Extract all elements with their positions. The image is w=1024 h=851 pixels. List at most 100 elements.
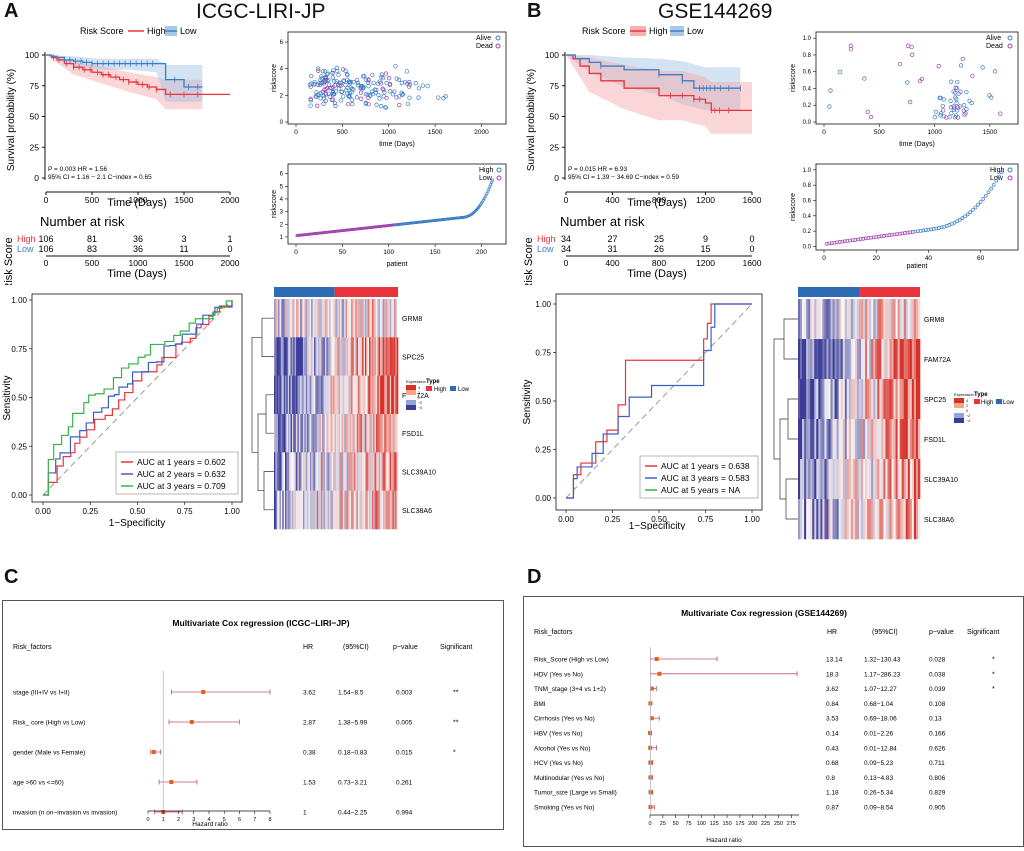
- km-a-legend-high: High: [147, 26, 166, 36]
- heatmap-cell: [286, 299, 289, 338]
- heatmap-cell: [345, 414, 348, 453]
- heatmap-cell: [304, 299, 306, 338]
- heatmap-cell: [298, 452, 301, 491]
- heatmap-cell: [287, 452, 290, 491]
- heatmap-cell: [879, 339, 882, 380]
- heatmap-a-legend-low: Low: [458, 387, 470, 393]
- heatmap-cell: [278, 337, 280, 376]
- heatmap-cell: [330, 452, 333, 491]
- heatmap-cell: [871, 299, 874, 340]
- heatmap-cell: [850, 499, 854, 540]
- heatmap-cell: [289, 299, 291, 338]
- heatmap-cell: [276, 337, 279, 376]
- forest-c-title: Multivariate Cox regression (ICGC−LIRI−J…: [172, 618, 349, 628]
- rank-point: [840, 239, 845, 244]
- heatmap-cell: [297, 337, 300, 376]
- rank-b-xlabel: patient: [906, 263, 927, 270]
- roc-a-legend-box: [115, 451, 239, 495]
- heatmap-cell: [903, 379, 907, 420]
- heatmap-cell: [844, 459, 848, 500]
- ci-value: 1.54−8.5: [338, 690, 364, 697]
- heatmap-cell: [388, 490, 391, 530]
- scatter-point: [954, 108, 960, 113]
- heatmap-cell: [311, 452, 313, 491]
- scatter-point: [312, 81, 317, 87]
- heatmap-cell: [363, 490, 366, 530]
- x-tick-label: 150: [430, 249, 441, 256]
- risk-low-count: 0: [227, 244, 232, 254]
- factor-label: Smoking (Yes vs No): [534, 805, 594, 812]
- x-tick-label: 0.00: [558, 515, 574, 524]
- heatmap-cell: [297, 299, 300, 338]
- x-tick-label: 1: [162, 817, 165, 823]
- scatter-point: [334, 79, 339, 84]
- forest-box-c: Multivariate Cox regression (ICGC−LIRI−J…: [2, 600, 504, 830]
- heatmap-cell: [294, 414, 297, 453]
- heatmap-cell: [359, 299, 362, 338]
- heatmap-cell: [812, 339, 815, 380]
- heatmap-cell: [360, 375, 363, 415]
- heatmap-cell: [814, 419, 817, 460]
- heatmap-cell: [381, 375, 384, 415]
- rank-b-frame: [815, 163, 1019, 251]
- y-tick-label: 0.4: [803, 214, 812, 220]
- heatmap-cell: [353, 490, 356, 530]
- heatmap-cell: [907, 299, 911, 340]
- heatmap-cell: [915, 339, 919, 380]
- risk-low-count: 15: [700, 244, 710, 254]
- type-bar-low: [798, 287, 859, 297]
- heatmap-cell: [367, 452, 370, 491]
- heatmap-cell: [395, 299, 397, 338]
- heatmap-cell: [338, 490, 341, 530]
- forest-d-axis: 0 25 50 75 100 125 150 175 200 225 250 275: [648, 647, 799, 827]
- forest-c-header-ci: (95%CI): [343, 644, 369, 651]
- heatmap-cell: [330, 490, 333, 530]
- heatmap-cell: [366, 452, 368, 491]
- scatter-point: [358, 90, 364, 95]
- heatmap-cell: [909, 499, 913, 540]
- scatter-point: [932, 115, 937, 120]
- heatmap-cell: [875, 379, 878, 420]
- heatmap-cell: [370, 452, 373, 491]
- heatmap-cell: [381, 299, 384, 338]
- heatmap-cell: [887, 499, 890, 540]
- scatter-point: [338, 98, 343, 103]
- heatmap-cell: [291, 490, 294, 530]
- y-tick-label: 0.8: [803, 53, 812, 59]
- heatmap-cell: [330, 337, 333, 376]
- heatmap-cell: [887, 299, 890, 340]
- heatmap-cell: [903, 459, 907, 500]
- factor-label: Risk_Score (High vs Low): [534, 657, 609, 664]
- heatmap-cell: [891, 299, 894, 340]
- heatmap-cell: [311, 375, 313, 415]
- heatmap-cell: [802, 379, 805, 420]
- gene-label-slc38a6: SLC38A6: [402, 508, 432, 515]
- heatmap-cell: [276, 490, 279, 530]
- heatmap-cell: [865, 499, 868, 540]
- heatmap-cell: [814, 379, 817, 420]
- heatmap-cell: [820, 379, 823, 420]
- heatmap-cell: [318, 337, 320, 376]
- heatmap-cell: [380, 414, 382, 453]
- heatmap-cell: [289, 414, 291, 453]
- heatmap-cell: [364, 299, 367, 338]
- heatmap-cell: [798, 379, 801, 420]
- heatmap-cell: [320, 414, 323, 453]
- km-b-risk-xlabel: Time (Days): [627, 268, 686, 280]
- heatmap-cell: [905, 419, 909, 460]
- roc-b-legend-3: AUC at 5 years = NA: [661, 485, 740, 495]
- scatter-point: [383, 105, 388, 110]
- heatmap-cell: [363, 375, 366, 415]
- heatmap-cell: [871, 419, 874, 460]
- scatter-point: [416, 86, 422, 91]
- heatmap-cell: [285, 490, 287, 530]
- heatmap-cell: [895, 419, 898, 460]
- rank-point: [490, 180, 494, 184]
- heatmap-cell: [881, 339, 884, 380]
- heatmap-cell: [340, 452, 342, 491]
- x-tick-label: 100: [697, 821, 706, 827]
- heatmap-cell: [362, 414, 364, 453]
- x-tick-label: 500: [874, 129, 885, 136]
